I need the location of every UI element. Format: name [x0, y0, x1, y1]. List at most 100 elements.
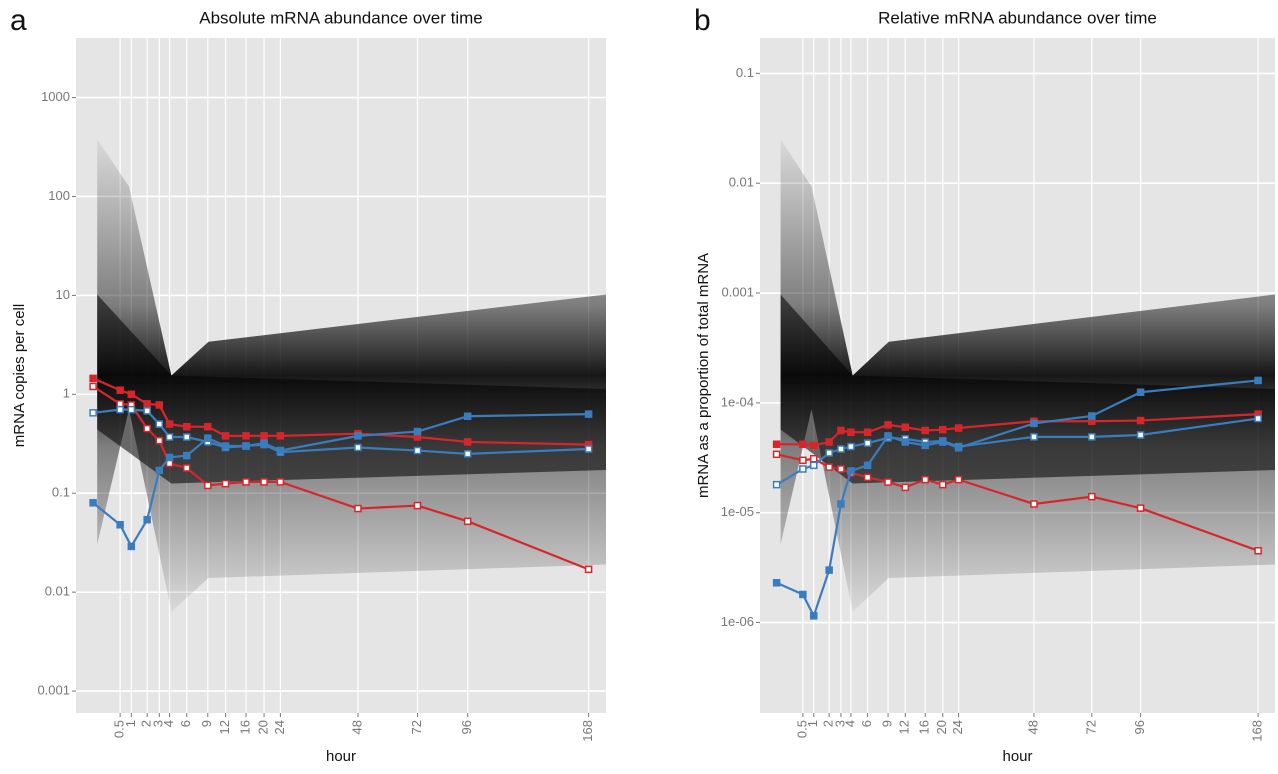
point-marker — [584, 565, 593, 574]
point-marker — [837, 465, 845, 473]
point-marker — [165, 433, 174, 441]
point-marker — [938, 425, 947, 434]
point-marker — [276, 432, 285, 440]
point-marker — [1136, 504, 1145, 512]
x-tick-label: 20 — [256, 720, 271, 734]
point-marker — [1254, 376, 1262, 385]
series-line — [776, 453, 1259, 552]
point-marker — [155, 420, 164, 428]
point-marker — [354, 432, 362, 440]
point-marker — [116, 405, 124, 414]
y-axis-title: mRNA as a proportion of total mRNA — [695, 253, 712, 498]
point-marker — [901, 423, 910, 431]
point-marker — [1030, 419, 1038, 428]
x-tick-label: 96 — [459, 720, 474, 734]
point-marker — [901, 483, 910, 492]
point-marker — [825, 566, 833, 574]
point-marker — [354, 443, 362, 452]
x-tick-label: 9 — [199, 720, 214, 727]
trace-band — [97, 139, 606, 612]
point-marker — [89, 374, 97, 383]
point-marker — [921, 475, 929, 484]
chart-title: Relative mRNA abundance over time — [878, 8, 1157, 27]
point-marker — [884, 478, 892, 486]
y-tick-label: 0.001 — [721, 284, 754, 299]
series-line — [776, 413, 1259, 447]
point-marker — [1136, 416, 1145, 425]
point-marker — [921, 426, 929, 435]
x-tick-label: 4 — [842, 720, 857, 727]
point-marker — [221, 432, 230, 440]
point-marker — [1136, 388, 1145, 396]
point-marker — [584, 410, 593, 418]
y-tick-label: 0.01 — [45, 584, 70, 599]
point-marker — [116, 386, 124, 394]
y-tick-label: 1000 — [41, 89, 70, 104]
point-marker — [799, 440, 807, 448]
point-marker — [1254, 414, 1262, 423]
point-marker — [863, 439, 872, 447]
point-marker — [847, 428, 855, 437]
y-tick-label: 0.001 — [37, 682, 70, 697]
point-marker — [413, 446, 422, 455]
point-marker — [143, 400, 151, 408]
point-marker — [825, 463, 833, 471]
point-marker — [901, 438, 910, 446]
point-marker — [1088, 492, 1096, 501]
point-marker — [165, 453, 174, 462]
point-marker — [463, 412, 472, 420]
point-marker — [810, 461, 818, 470]
point-marker — [127, 405, 136, 414]
point-marker — [260, 478, 268, 486]
point-marker — [89, 409, 97, 417]
point-marker — [954, 444, 963, 452]
point-marker — [260, 432, 268, 440]
x-tick-label: 168 — [580, 720, 595, 742]
x-tick-label: 16 — [917, 720, 932, 734]
point-marker — [155, 466, 164, 475]
x-tick-label: 72 — [1083, 720, 1098, 734]
point-marker — [155, 436, 164, 445]
point-marker — [884, 421, 892, 429]
x-tick-label: 3 — [151, 720, 166, 727]
point-marker — [165, 420, 174, 428]
point-marker — [242, 442, 250, 450]
x-tick-label: 16 — [237, 720, 252, 734]
point-marker — [825, 438, 833, 446]
point-marker — [242, 432, 250, 440]
x-tick-label: 48 — [1025, 720, 1040, 734]
point-marker — [276, 478, 285, 486]
point-marker — [799, 465, 807, 473]
y-tick-label: 1e-06 — [721, 614, 754, 629]
y-axis-title: mRNA copies per cell — [11, 304, 28, 447]
x-tick-label: 168 — [1250, 720, 1265, 742]
chart-title: Absolute mRNA abundance over time — [199, 8, 483, 27]
x-tick-label: 12 — [217, 720, 232, 734]
point-marker — [143, 424, 151, 433]
point-marker — [127, 390, 136, 399]
point-marker — [837, 445, 845, 453]
point-marker — [1030, 500, 1038, 508]
point-marker — [847, 442, 855, 451]
panel-label: b — [694, 4, 711, 37]
x-tick-label: 3 — [832, 720, 847, 727]
x-tick-label: 72 — [409, 720, 424, 734]
point-marker — [242, 478, 250, 486]
x-tick-label: 12 — [897, 720, 912, 734]
point-marker — [354, 504, 362, 513]
x-tick-label: 0.5 — [794, 720, 809, 738]
point-marker — [810, 441, 818, 450]
y-tick-label: 0.1 — [736, 65, 754, 80]
panel-label: a — [10, 4, 27, 37]
x-tick-label: 1 — [123, 720, 138, 727]
point-marker — [221, 479, 230, 488]
point-marker — [182, 451, 191, 460]
point-marker — [954, 475, 963, 484]
point-marker — [810, 454, 818, 463]
point-marker — [938, 438, 947, 446]
x-tick-label: 20 — [934, 720, 949, 734]
x-tick-label: 48 — [349, 720, 364, 734]
x-tick-label: 24 — [272, 720, 287, 734]
point-marker — [143, 407, 151, 415]
